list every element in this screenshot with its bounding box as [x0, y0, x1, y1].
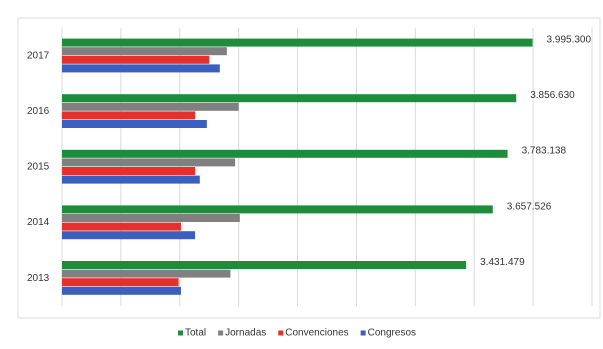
data-label: 3.856.630	[530, 90, 575, 101]
legend-label: Jornadas	[225, 328, 266, 339]
bar	[62, 231, 196, 240]
data-label: 3.657.526	[507, 201, 552, 212]
bar	[62, 278, 179, 287]
y-tick-label: 2013	[27, 273, 50, 284]
bar	[62, 205, 493, 214]
y-tick-label: 2014	[27, 217, 50, 228]
bar	[62, 261, 467, 269]
bar	[62, 111, 196, 120]
bar	[62, 55, 210, 64]
data-label: 3.783.138	[522, 146, 567, 157]
bar	[62, 102, 239, 111]
data-label: 3.431.479	[480, 257, 525, 268]
bar	[62, 167, 196, 175]
bar	[62, 64, 220, 73]
data-label: 3.995.300	[547, 35, 592, 46]
bar	[62, 120, 207, 128]
legend-label: Convenciones	[285, 328, 348, 339]
bar	[62, 47, 227, 56]
bar	[62, 214, 240, 222]
bar	[62, 94, 517, 103]
bar	[62, 286, 181, 295]
legend-swatch	[218, 330, 224, 336]
chart-frame	[17, 17, 601, 319]
bar	[62, 38, 533, 47]
y-tick-label: 2017	[27, 50, 50, 61]
legend-swatch	[178, 330, 183, 336]
y-tick-label: 2015	[27, 162, 50, 173]
legend-label: Congresos	[368, 328, 416, 339]
bar	[62, 222, 181, 231]
bar	[62, 175, 200, 184]
bar	[62, 269, 231, 278]
legend-swatch	[278, 330, 284, 336]
bar	[62, 149, 508, 158]
legend-label: Total	[185, 328, 206, 339]
legend-swatch	[360, 330, 366, 336]
y-tick-label: 2016	[27, 106, 50, 117]
bar	[62, 158, 236, 167]
